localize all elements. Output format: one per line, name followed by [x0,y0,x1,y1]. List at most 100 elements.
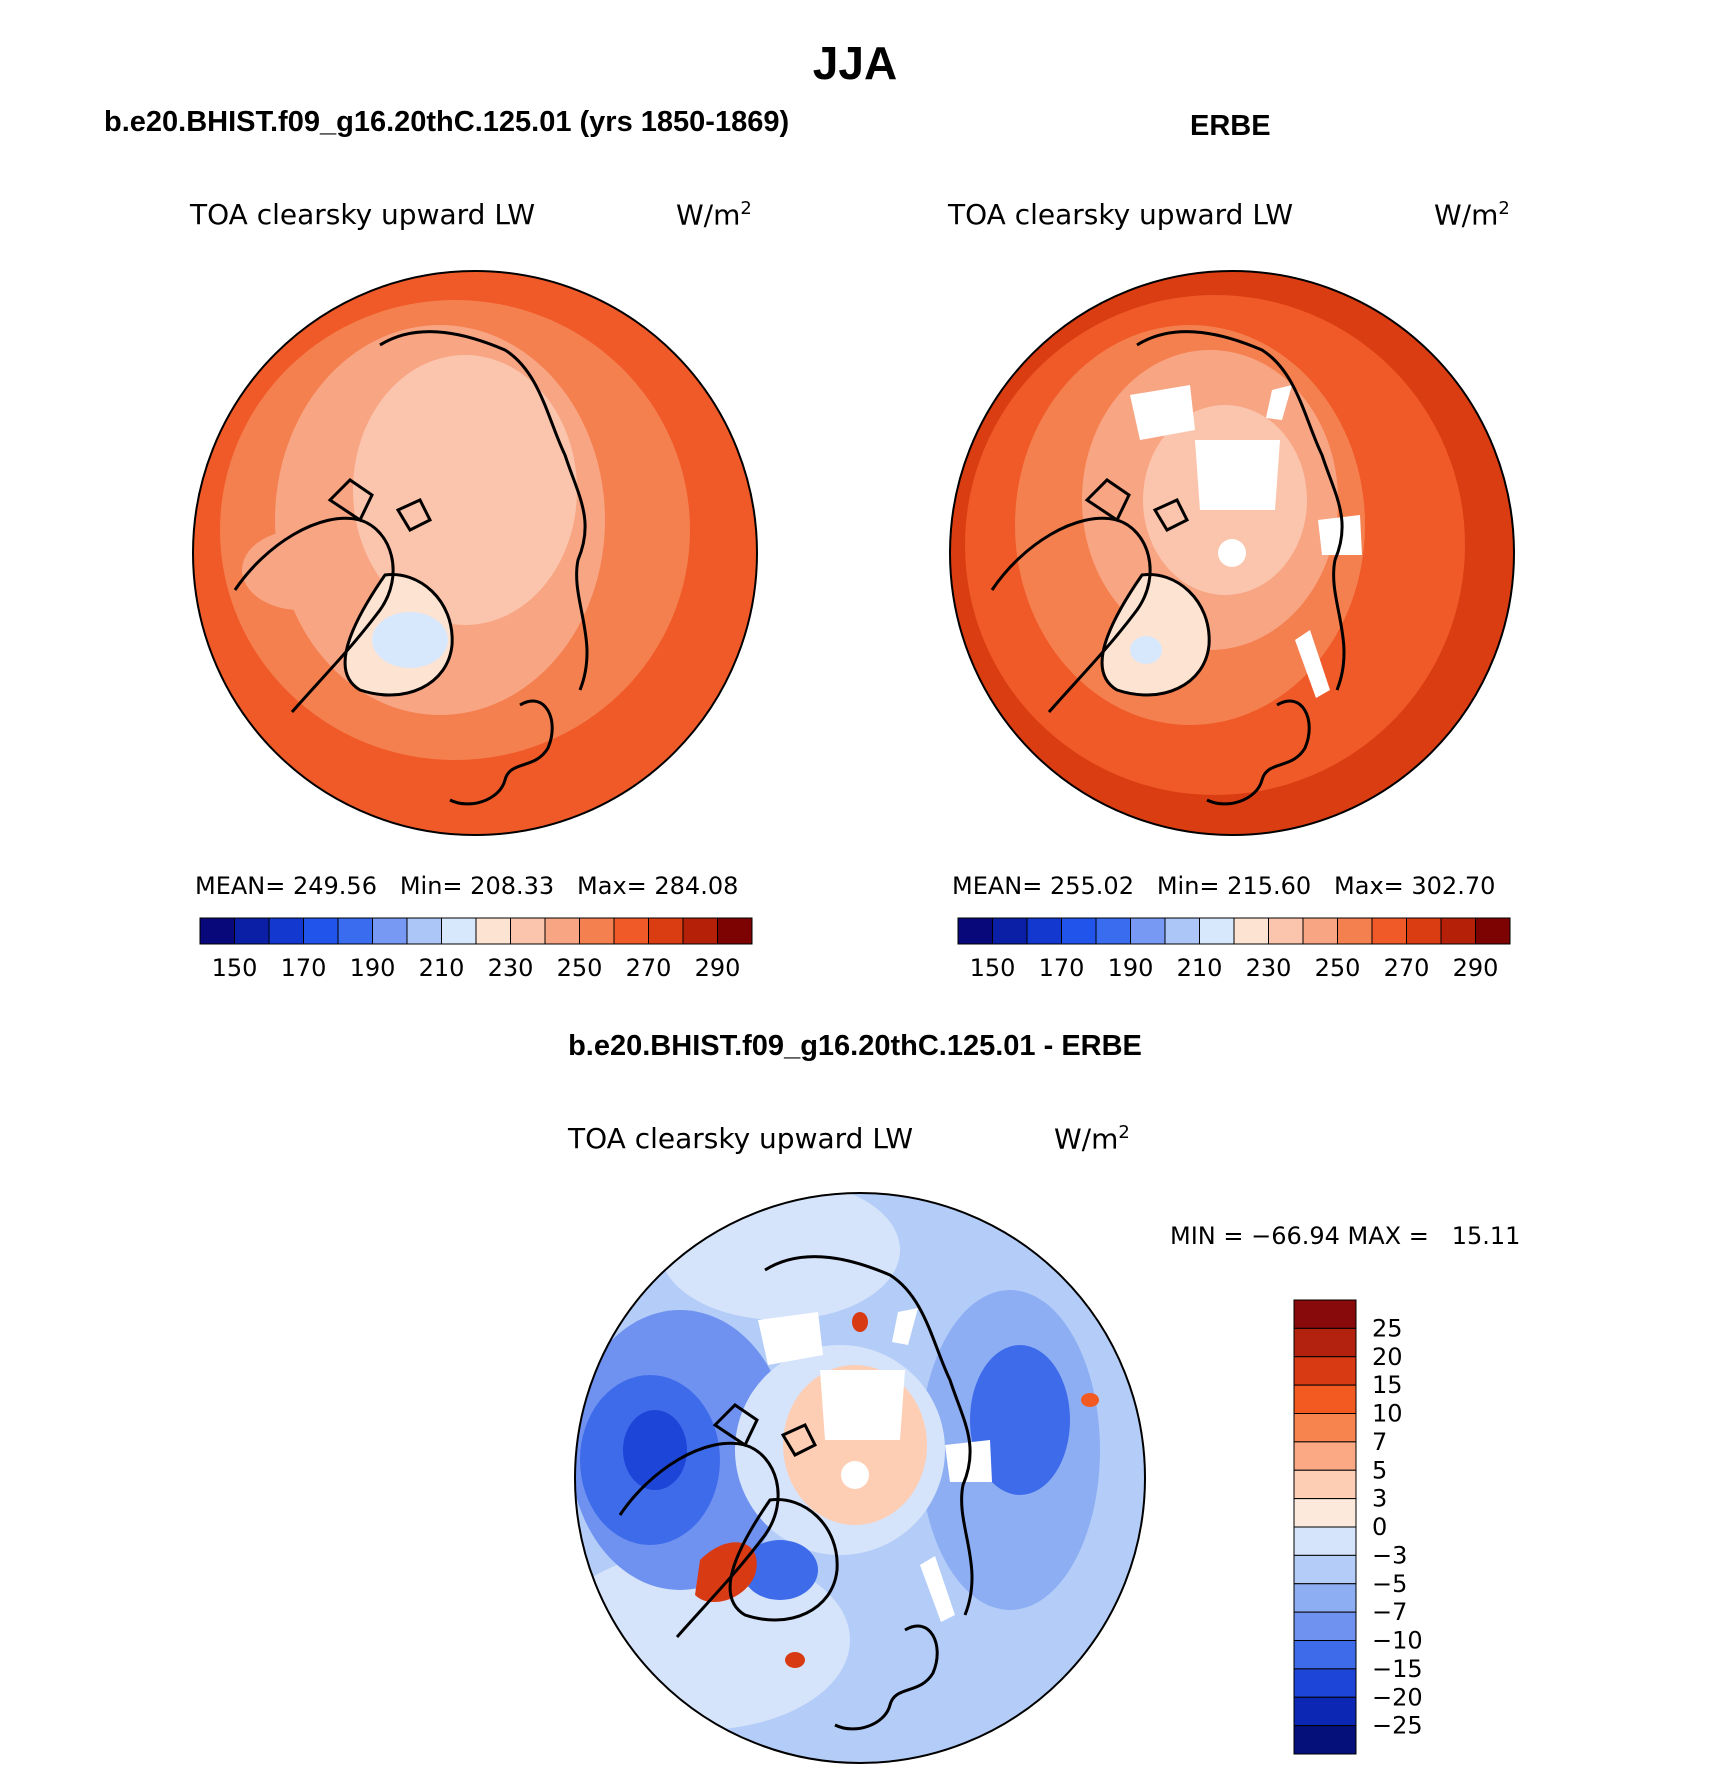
colorbar-diff-tick-label-14: −25 [1372,1712,1423,1740]
map-diff-positive-spot-3 [1081,1393,1099,1407]
panel-obs-units-exp: 2 [1498,198,1510,219]
colorbar-obs-swatch-4 [1095,917,1131,945]
colorbar-model-swatch-6 [406,917,442,945]
map-model-coastline-north-america [233,516,395,713]
map-model-coastline-europe [449,699,554,806]
map-diff-gap-1 [758,1312,823,1365]
colorbar-diff-tick-label-2: 15 [1372,1371,1403,1399]
colorbar-obs-tick-label-7: 290 [1453,954,1499,982]
colorbar-diff-swatch-15 [1293,1725,1357,1755]
colorbar-diff-swatch-11 [1293,1611,1357,1641]
map-diff-coastline-north-america [618,1441,780,1638]
colorbar-diff-swatch-8 [1293,1526,1357,1556]
colorbar-model-swatch-7 [441,917,477,945]
colorbar-model-swatch-4 [337,917,373,945]
map-model-coastline-asia [379,330,589,691]
colorbar-diff-swatch-7 [1293,1498,1357,1528]
map-diff-positive-spot-2 [852,1312,868,1332]
map-diff-darkest-west [623,1410,687,1490]
colorbar-model-tick-label-2: 190 [350,954,396,982]
panel-diff-units-exp: 2 [1118,1122,1130,1143]
colorbar-diff-swatch-13 [1293,1668,1357,1698]
colorbar-model-tick-label-3: 210 [419,954,465,982]
colorbar-diff-swatch-4 [1293,1413,1357,1443]
panel-model-units-exp: 2 [740,198,752,219]
colorbar-obs-swatch-14 [1440,917,1476,945]
colorbar-obs-tick-label-4: 230 [1246,954,1292,982]
colorbar-obs-swatch-12 [1371,917,1407,945]
map-obs-greenland-core [1130,636,1162,664]
colorbar-diff-tick-label-9: −5 [1372,1570,1407,1598]
colorbar-model-swatch-2 [268,917,304,945]
panel-model-stats: MEAN= 249.56 Min= 208.33 Max= 284.08 [195,872,739,900]
colorbar-model-swatch-12 [613,917,649,945]
colorbar-model-swatch-14 [682,917,718,945]
map-obs [949,270,1515,836]
colorbar-diff-tick-label-1: 20 [1372,1343,1403,1371]
map-diff-coastline-greenland [728,1497,839,1622]
colorbar-obs-swatch-11 [1337,917,1373,945]
map-model-coastline-greenland [343,572,454,697]
colorbar-diff-tick-label-10: −7 [1372,1598,1407,1626]
map-obs-gap-3 [1266,385,1292,420]
colorbar-model-tick-label-5: 250 [557,954,603,982]
map-diff-border [574,1192,1146,1764]
colorbar-model-tick-label-1: 170 [281,954,327,982]
colorbar-obs-tick-label-2: 190 [1108,954,1154,982]
map-obs-gap-5 [1295,630,1330,698]
colorbar-model-swatch-3 [303,917,339,945]
colorbar-model-tick-label-6: 270 [626,954,672,982]
panel-obs-stats: MEAN= 255.02 Min= 215.60 Max= 302.70 [952,872,1496,900]
map-diff-pole-gap [841,1461,869,1489]
map-diff-dark-east [970,1345,1070,1495]
colorbar-diff-swatch-14 [1293,1696,1357,1727]
colorbar-obs: 150 170 190 210 230 250 270 290 [957,917,1511,982]
map-obs-coastline-islands [1084,478,1190,532]
colorbar-model-swatch-5 [372,917,408,945]
colorbar-obs-swatch-10 [1302,917,1338,945]
colorbar-model-tick-label-0: 150 [212,954,258,982]
map-diff-greenland-positive [695,1542,757,1603]
colorbar-model-swatch-15 [717,917,753,945]
colorbar-obs-swatch-13 [1406,917,1442,945]
colorbar-obs-swatch-6 [1164,917,1200,945]
map-obs-greenland [1102,574,1210,695]
colorbar-obs-swatch-15 [1475,917,1511,945]
map-obs-coastline-north-america [990,516,1152,713]
panel-model-heading: b.e20.BHIST.f09_g16.20thC.125.01 (yrs 18… [104,106,790,138]
colorbar-diff-tick-label-0: 25 [1372,1314,1403,1342]
map-obs-coastline-europe [1206,699,1311,806]
colorbar-obs-swatch-3 [1061,917,1097,945]
colorbar-diff-tick-label-5: 5 [1372,1456,1387,1484]
colorbar-model-swatch-0 [199,917,235,945]
panel-obs-units-base: W/m [1434,198,1499,232]
panel-diff-heading: b.e20.BHIST.f09_g16.20thC.125.01 - ERBE [568,1030,1142,1062]
colorbar-obs-swatch-8 [1233,917,1269,945]
map-diff-positive-spot-1 [785,1652,805,1668]
panel-diff-stats: MIN = −66.94 MAX = 15.11 [1170,1222,1521,1250]
colorbar-obs-tick-label-3: 210 [1177,954,1223,982]
colorbar-diff-tick-label-6: 3 [1372,1485,1387,1513]
colorbar-diff-swatch-1 [1293,1327,1357,1358]
panel-diff-units: W/m2 [1054,1122,1130,1155]
panel-model-units-base: W/m [676,198,741,232]
map-diff [574,1192,1146,1764]
colorbar-diff-tick-label-13: −20 [1372,1683,1423,1711]
colorbar-model-tick-label-7: 290 [695,954,741,982]
map-diff-coastline-islands [712,1403,818,1457]
map-obs-coastline-greenland [1100,572,1211,697]
map-diff-gap-3 [892,1308,918,1345]
panel-diff-units-base: W/m [1054,1122,1119,1156]
map-obs-coastline-asia [1136,330,1346,691]
map-obs-gap-1 [1130,385,1195,440]
colorbar-diff-tick-label-3: 10 [1372,1400,1403,1428]
map-diff-coastline-asia [764,1255,974,1616]
colorbar-model: 150 170 190 210 230 250 270 290 [199,917,753,982]
colorbar-diff-tick-label-7: 0 [1372,1513,1387,1541]
colorbar-diff-tick-label-8: −3 [1372,1541,1407,1569]
map-obs-gap-4 [1318,515,1362,555]
colorbar-diff-tick-label-12: −15 [1372,1655,1423,1683]
colorbar-diff-swatch-5 [1293,1441,1357,1471]
map-model-border [192,270,758,836]
